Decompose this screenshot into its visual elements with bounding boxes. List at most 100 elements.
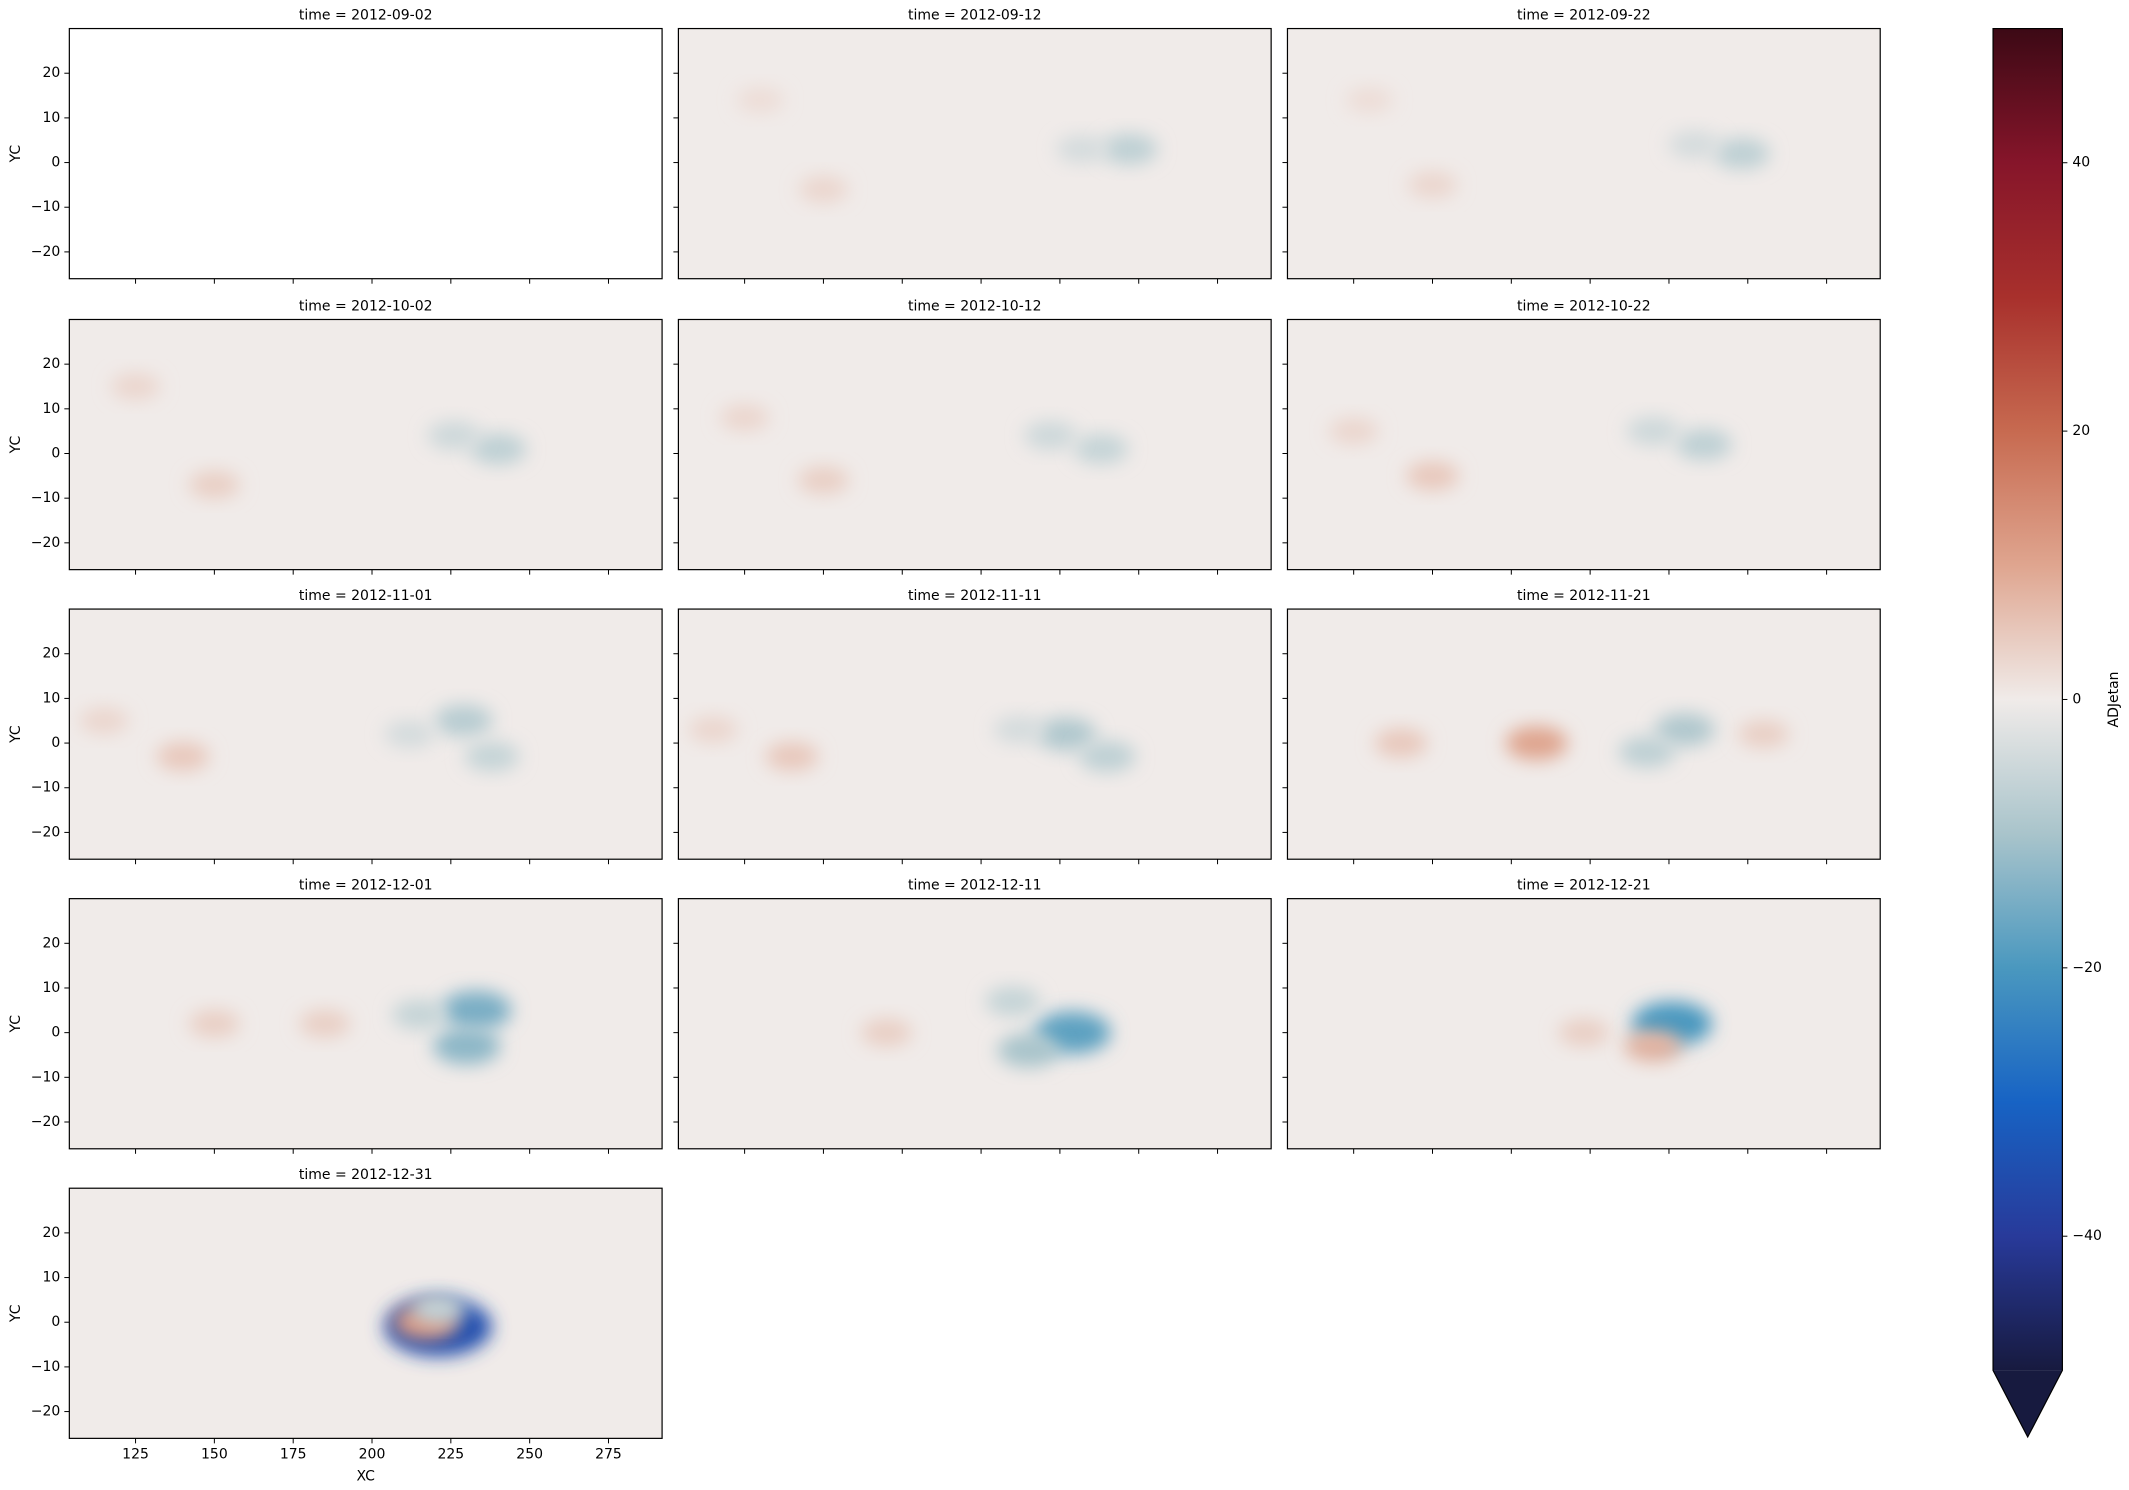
y-tick-label: 20 xyxy=(43,935,61,951)
panel-frame xyxy=(68,1187,663,1439)
panel-frame xyxy=(677,898,1272,1150)
anomaly xyxy=(985,986,1041,1017)
anomaly xyxy=(1056,135,1108,164)
anomaly xyxy=(156,741,210,771)
facet: time = 2012-11-21 xyxy=(1282,588,1881,865)
panel-frame xyxy=(677,608,1272,860)
x-tick-label: 150 xyxy=(201,1446,228,1462)
anomaly xyxy=(110,372,161,400)
y-tick-label: 0 xyxy=(51,735,60,751)
y-tick-label: 10 xyxy=(43,401,61,417)
y-tick-label: −10 xyxy=(31,780,61,796)
facet-title: time = 2012-09-12 xyxy=(908,8,1042,24)
facet: time = 2012-12-01 −20 −10 0 10 20 YC xyxy=(8,878,663,1154)
anomaly xyxy=(1737,720,1790,749)
anomaly xyxy=(997,1033,1060,1068)
colorbar-label: ADJetan xyxy=(2106,671,2122,727)
y-tick-label: 20 xyxy=(43,1225,61,1241)
x-tick-label: 175 xyxy=(280,1446,307,1462)
y-tick-label: 0 xyxy=(51,1025,60,1041)
anomaly xyxy=(1345,87,1394,114)
anomaly xyxy=(384,720,436,749)
panel-field xyxy=(69,28,663,279)
facet: time = 2012-12-31 −20 −10 0 10 20 YC 125 150 175 2… xyxy=(8,1167,663,1484)
colorbar-tick-label: −20 xyxy=(2072,960,2102,976)
facet-title: time = 2012-09-02 xyxy=(299,8,433,24)
anomaly xyxy=(1407,171,1458,199)
panel-field xyxy=(1287,609,1881,860)
facet-title: time = 2012-11-01 xyxy=(299,588,433,604)
anomaly xyxy=(1073,434,1129,465)
anomaly xyxy=(391,999,447,1030)
anomaly xyxy=(688,716,738,744)
field-features xyxy=(79,704,520,772)
x-axis-label: XC xyxy=(357,1468,376,1484)
anomaly xyxy=(1623,1030,1683,1063)
field-features xyxy=(1345,87,1770,199)
anomaly xyxy=(1036,717,1097,751)
field-features xyxy=(1558,1001,1713,1063)
panel-field xyxy=(69,898,663,1149)
facet: time = 2012-10-22 xyxy=(1282,298,1881,575)
y-axis-label: YC xyxy=(8,436,24,455)
anomaly xyxy=(1675,429,1732,461)
anomaly xyxy=(188,470,240,499)
anomaly xyxy=(736,87,785,114)
anomaly xyxy=(719,404,770,432)
panel-frame xyxy=(1286,608,1881,860)
facet-title: time = 2012-12-21 xyxy=(1517,878,1651,894)
colorbar-tick-label: 40 xyxy=(2072,155,2090,171)
x-tick-label: 125 xyxy=(122,1446,149,1462)
anomaly xyxy=(993,715,1045,744)
y-tick-label: −20 xyxy=(31,824,61,840)
panel-field xyxy=(69,1188,663,1439)
field-features xyxy=(719,404,1129,495)
panel-field xyxy=(678,609,1272,860)
panel-field xyxy=(1287,319,1881,570)
y-tick-label: 10 xyxy=(43,110,61,126)
field-features xyxy=(1374,713,1790,768)
anomaly xyxy=(1505,726,1568,761)
colorbar-gradient xyxy=(1993,28,2063,1371)
colorbar-tick-label: −40 xyxy=(2072,1228,2102,1244)
anomaly xyxy=(188,1009,240,1038)
field-features xyxy=(110,372,527,499)
field-features xyxy=(860,986,1111,1068)
y-tick-label: −10 xyxy=(31,490,61,506)
field-features xyxy=(384,1293,492,1357)
anomaly xyxy=(79,707,129,735)
panel-field xyxy=(69,319,663,570)
colorbar-outline xyxy=(1992,27,2063,1439)
panel-field xyxy=(678,28,1272,279)
y-tick-label: −20 xyxy=(31,1114,61,1130)
field-features xyxy=(688,715,1136,772)
panel-frame xyxy=(68,27,663,280)
x-tick-label: 200 xyxy=(359,1446,386,1462)
panel-field xyxy=(1287,28,1881,279)
facet-title: time = 2012-10-12 xyxy=(908,298,1042,314)
facet-title: time = 2012-12-11 xyxy=(908,878,1042,894)
facet: time = 2012-12-11 xyxy=(673,878,1272,1154)
anomaly xyxy=(1558,1018,1610,1047)
anomaly xyxy=(427,421,481,451)
facet-title: time = 2012-09-22 xyxy=(1517,8,1651,24)
panel-frame xyxy=(68,898,663,1150)
anomaly xyxy=(765,741,819,771)
anomaly xyxy=(440,990,512,1030)
anomaly xyxy=(434,704,493,737)
y-tick-label: 0 xyxy=(51,1314,60,1330)
y-tick-label: 20 xyxy=(43,65,61,81)
panel-frame xyxy=(677,318,1272,571)
anomaly xyxy=(469,433,527,465)
colorbar-tick-label: 20 xyxy=(2072,423,2090,439)
anomaly xyxy=(1374,728,1428,758)
anomaly xyxy=(464,741,520,772)
facet: time = 2012-11-11 xyxy=(673,588,1272,865)
facet: time = 2012-09-02 −20 −10 0 10 20 YC xyxy=(8,8,663,284)
panel-field xyxy=(678,898,1272,1149)
anomaly xyxy=(1023,421,1077,451)
facet: time = 2012-11-01 −20 −10 0 10 20 YC xyxy=(8,588,663,865)
y-tick-label: −20 xyxy=(31,1404,61,1420)
panel-frame xyxy=(68,318,663,571)
